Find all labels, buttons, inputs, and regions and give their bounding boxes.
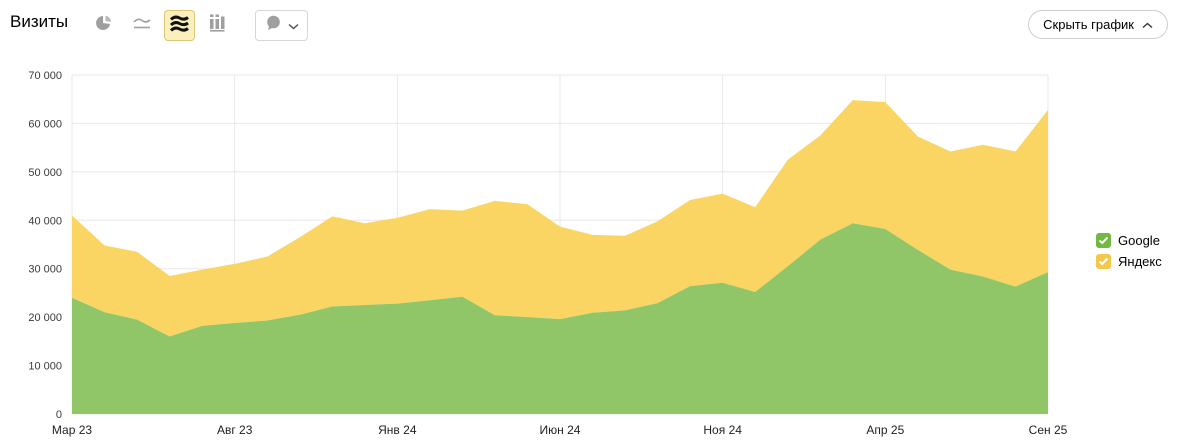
page-title: Визиты — [10, 12, 69, 31]
comment-bubble-icon — [265, 15, 282, 36]
hide-chart-button[interactable]: Скрыть график — [1028, 10, 1168, 39]
svg-text:Авг 23: Авг 23 — [217, 423, 253, 437]
svg-text:30 000: 30 000 — [28, 264, 62, 276]
checkbox-checked-icon[interactable] — [1096, 254, 1111, 269]
svg-text:Июн 24: Июн 24 — [540, 423, 581, 437]
svg-text:60 000: 60 000 — [28, 118, 62, 130]
svg-text:0: 0 — [56, 409, 62, 421]
legend-label: Google — [1118, 233, 1160, 248]
svg-text:Сен 25: Сен 25 — [1029, 423, 1068, 437]
svg-text:70 000: 70 000 — [28, 70, 62, 82]
legend-item-yandex[interactable]: Яндекс — [1096, 254, 1162, 269]
svg-text:20 000: 20 000 — [28, 312, 62, 324]
svg-text:40 000: 40 000 — [28, 215, 62, 227]
legend-label: Яндекс — [1118, 254, 1162, 269]
chevron-down-icon — [288, 17, 299, 35]
checkbox-checked-icon[interactable] — [1096, 233, 1111, 248]
hide-chart-label: Скрыть график — [1043, 17, 1134, 32]
svg-text:Мар 23: Мар 23 — [52, 423, 92, 437]
annotations-dropdown-button[interactable] — [255, 10, 308, 41]
chart-legend: Google Яндекс — [1096, 233, 1162, 269]
svg-text:Ноя 24: Ноя 24 — [703, 423, 742, 437]
chevron-up-icon — [1142, 17, 1153, 32]
legend-item-google[interactable]: Google — [1096, 233, 1162, 248]
chart-type-line-button[interactable] — [126, 10, 157, 41]
line-chart-icon — [132, 15, 152, 36]
column-chart-icon — [208, 14, 227, 37]
svg-text:Апр 25: Апр 25 — [866, 423, 904, 437]
chart-type-toolbar — [88, 10, 308, 41]
chart-type-columns-button[interactable] — [202, 10, 233, 41]
chart-type-stacked-area-button[interactable] — [164, 10, 195, 41]
pie-chart-icon — [95, 14, 113, 37]
chart-type-pie-button[interactable] — [88, 10, 119, 41]
svg-text:Янв 24: Янв 24 — [378, 423, 417, 437]
svg-text:50 000: 50 000 — [28, 167, 62, 179]
stacked-area-icon — [169, 15, 189, 37]
svg-text:10 000: 10 000 — [28, 361, 62, 373]
